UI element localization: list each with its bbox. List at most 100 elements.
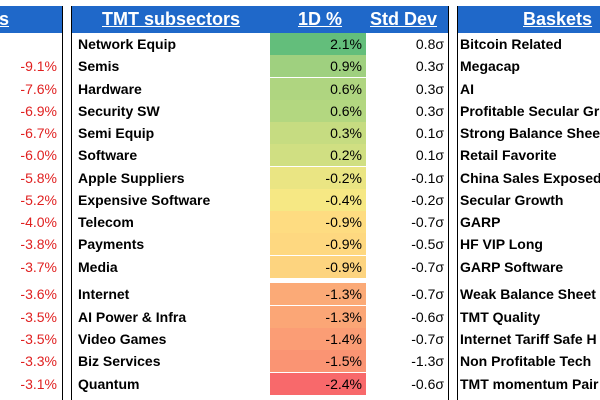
subsectors-header: TMT subsectors 1D % Std Dev — [72, 6, 448, 33]
subsector-name: Internet — [78, 286, 130, 302]
baskets-header: Baskets — [457, 6, 600, 33]
std-value: 0.3σ — [415, 58, 444, 74]
basket-name: HF VIP Long — [460, 236, 543, 252]
std-value: 0.1σ — [415, 125, 444, 141]
std-value: -0.6σ — [411, 309, 444, 325]
left-value: -7.6% — [20, 81, 57, 97]
std-value: 0.3σ — [415, 81, 444, 97]
std-value: 0.8σ — [415, 36, 444, 52]
basket-name: TMT momentum Pair — [460, 376, 599, 392]
oned-value: -1.3% — [325, 286, 362, 302]
oned-value: 0.3% — [330, 125, 362, 141]
subsector-name: Quantum — [78, 376, 140, 392]
table-row: -9.1% Semis 0.9% 0.3σ Megacap — [0, 55, 600, 77]
left-value: -3.3% — [20, 353, 57, 369]
separator-mid-right — [448, 6, 449, 400]
table-row: -5.8% Apple Suppliers -0.2% -0.1σ China Sale… — [0, 167, 600, 189]
oned-cell: -1.3% — [270, 306, 366, 328]
std-value: -0.7σ — [411, 259, 444, 275]
basket-name: GARP Software — [460, 259, 564, 275]
oned-cell: 0.3% — [270, 122, 366, 144]
left-panel-header: rs — [0, 6, 62, 33]
table-row: -3.5% AI Power & Infra -1.3% -0.6σ TMT Quali… — [0, 306, 600, 328]
basket-name: Megacap — [460, 58, 520, 74]
oned-cell: 0.9% — [270, 55, 366, 77]
subsector-name: Security SW — [78, 103, 160, 119]
oned-value: 0.9% — [330, 58, 362, 74]
oned-cell: -0.4% — [270, 189, 366, 211]
oned-value: 2.1% — [330, 36, 362, 52]
subsector-name: Biz Services — [78, 353, 161, 369]
oned-value: -0.9% — [325, 236, 362, 252]
oned-value: 0.6% — [330, 81, 362, 97]
basket-name: Secular Growth — [460, 192, 564, 208]
subsector-name: Telecom — [78, 214, 134, 230]
left-value: -4.0% — [20, 214, 57, 230]
left-value: -3.7% — [20, 259, 57, 275]
oned-cell: -1.4% — [270, 328, 366, 350]
oned-cell: 2.1% — [270, 33, 366, 55]
oned-value: -0.9% — [325, 214, 362, 230]
subsector-name: Apple Suppliers — [78, 170, 185, 186]
table-row: -5.2% Expensive Software -0.4% -0.2σ Secular… — [0, 189, 600, 211]
basket-name: GARP — [460, 214, 501, 230]
basket-name: Strong Balance Sheet — [460, 125, 600, 141]
std-value: -0.7σ — [411, 331, 444, 347]
left-value: -5.8% — [20, 170, 57, 186]
oned-cell: -1.5% — [270, 350, 366, 372]
table-row: -3.1% Quantum -2.4% -0.6σ TMT momentum Pair — [0, 373, 600, 395]
left-value: -9.1% — [20, 58, 57, 74]
left-value: -3.5% — [20, 331, 57, 347]
left-value: -6.7% — [20, 125, 57, 141]
std-value: 0.1σ — [415, 147, 444, 163]
oned-cell: -0.2% — [270, 167, 366, 189]
oned-value: 0.6% — [330, 103, 362, 119]
oned-cell: 0.2% — [270, 144, 366, 166]
basket-name: Non Profitable Tech — [460, 353, 592, 369]
oned-value: -0.9% — [325, 259, 362, 275]
separator-right — [457, 6, 458, 400]
left-value: -6.9% — [20, 103, 57, 119]
left-value: -3.5% — [20, 309, 57, 325]
oned-cell: -0.9% — [270, 233, 366, 255]
subsector-name: Video Games — [78, 331, 167, 347]
std-value: -0.1σ — [411, 170, 444, 186]
oned-cell: -0.9% — [270, 256, 366, 278]
subsector-name: AI Power & Infra — [78, 309, 187, 325]
subsector-name: Network Equip — [78, 36, 177, 52]
oned-value: -1.3% — [325, 309, 362, 325]
subsectors-header-name: TMT subsectors — [102, 9, 241, 29]
left-value: -3.1% — [20, 376, 57, 392]
subsector-name: Semis — [78, 58, 120, 74]
oned-cell: -1.3% — [270, 283, 366, 305]
left-header-text: rs — [0, 9, 10, 29]
basket-name: Profitable Secular Gr — [460, 103, 600, 119]
subsectors-header-std: Std Dev — [370, 9, 438, 29]
table-row: -4.0% Telecom -0.9% -0.7σ GARP — [0, 211, 600, 233]
table-row: -3.7% Media -0.9% -0.7σ GARP Software — [0, 256, 600, 278]
oned-value: -1.4% — [325, 331, 362, 347]
oned-value: -2.4% — [325, 376, 362, 392]
oned-value: -1.5% — [325, 353, 362, 369]
oned-value: 0.2% — [330, 147, 362, 163]
table-row: Network Equip 2.1% 0.8σ Bitcoin Related — [0, 33, 600, 55]
table-row: -6.7% Semi Equip 0.3% 0.1σ Strong Balance Sh… — [0, 122, 600, 144]
left-value: -6.0% — [20, 147, 57, 163]
table-row: -7.6% Hardware 0.6% 0.3σ AI — [0, 78, 600, 100]
oned-value: -0.2% — [325, 170, 362, 186]
subsector-name: Payments — [78, 236, 145, 252]
table-row: -6.0% Software 0.2% 0.1σ Retail Favorite — [0, 144, 600, 166]
std-value: -0.7σ — [411, 286, 444, 302]
basket-name: Retail Favorite — [460, 147, 557, 163]
table-row: -3.6% Internet -1.3% -0.7σ Weak Balance Shee… — [0, 283, 600, 305]
separator-mid-left — [71, 6, 72, 400]
oned-cell: -0.9% — [270, 211, 366, 233]
basket-name: Bitcoin Related — [460, 36, 562, 52]
basket-name: AI — [460, 81, 474, 97]
subsector-name: Media — [78, 259, 118, 275]
left-value: -5.2% — [20, 192, 57, 208]
baskets-header-text: Baskets — [523, 9, 593, 29]
oned-value: -0.4% — [325, 192, 362, 208]
subsector-name: Expensive Software — [78, 192, 211, 208]
left-value: -3.8% — [20, 236, 57, 252]
